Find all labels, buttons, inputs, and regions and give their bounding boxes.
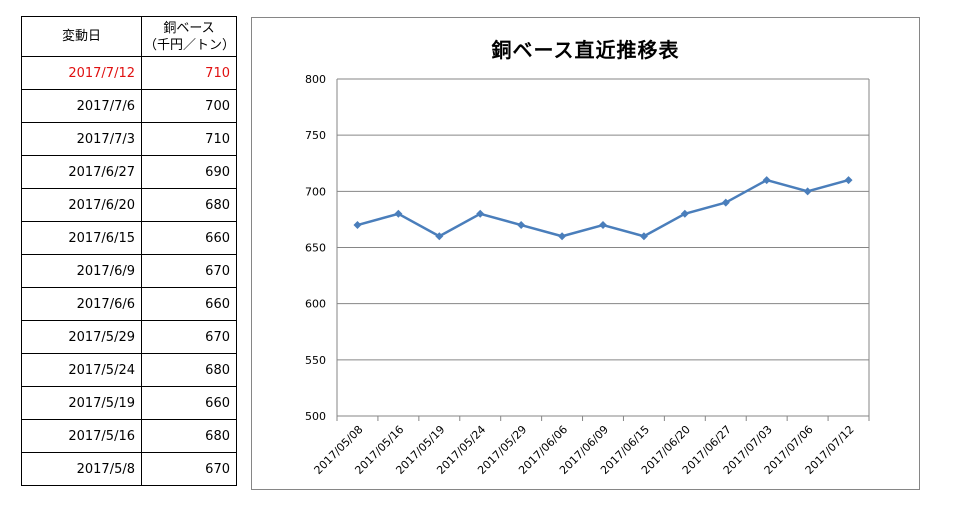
table-row: 2017/6/9 670 xyxy=(21,254,237,288)
data-point xyxy=(435,232,444,241)
data-point xyxy=(803,187,812,196)
y-tick-label: 800 xyxy=(305,73,326,86)
cell-value: 710 xyxy=(141,122,237,156)
table-row: 2017/5/16 680 xyxy=(21,419,237,453)
y-tick-label: 500 xyxy=(305,410,326,423)
table-row: 2017/6/20 680 xyxy=(21,188,237,222)
cell-value: 670 xyxy=(141,320,237,354)
y-tick-label: 700 xyxy=(305,185,326,198)
cell-date: 2017/5/8 xyxy=(21,452,142,486)
cell-value: 660 xyxy=(141,287,237,321)
table-row: 2017/6/27 690 xyxy=(21,155,237,189)
y-tick-label: 600 xyxy=(305,298,326,311)
table-header-row: 変動日 銅ベース （千円／トン） xyxy=(21,16,237,57)
y-tick-label: 550 xyxy=(305,354,326,367)
cell-date: 2017/6/15 xyxy=(21,221,142,255)
cell-date: 2017/5/24 xyxy=(21,353,142,387)
cell-value: 660 xyxy=(141,221,237,255)
cell-value: 680 xyxy=(141,188,237,222)
copper-base-table: 変動日 銅ベース （千円／トン） 2017/7/12 710 2017/7/6 700… xyxy=(21,16,237,486)
cell-date: 2017/6/27 xyxy=(21,155,142,189)
header-value-line1: 銅ベース xyxy=(163,20,215,36)
data-point xyxy=(353,221,362,230)
cell-value: 660 xyxy=(141,386,237,420)
line-chart: 5005506006507007508002017/05/082017/05/1… xyxy=(305,73,870,477)
cell-date: 2017/5/19 xyxy=(21,386,142,420)
data-point xyxy=(476,209,485,218)
header-value-line2: （千円／トン） xyxy=(144,37,236,53)
cell-date: 2017/5/29 xyxy=(21,320,142,354)
cell-value: 710 xyxy=(141,56,237,90)
data-point xyxy=(721,198,730,207)
cell-date: 2017/7/3 xyxy=(21,122,142,156)
table-row: 2017/7/12 710 xyxy=(21,56,237,90)
cell-value: 700 xyxy=(141,89,237,123)
header-value: 銅ベース （千円／トン） xyxy=(141,16,237,57)
cell-date: 2017/6/9 xyxy=(21,254,142,288)
cell-value: 680 xyxy=(141,419,237,453)
cell-date: 2017/7/12 xyxy=(21,56,142,90)
data-point xyxy=(639,232,648,241)
y-tick-label: 650 xyxy=(305,242,326,255)
table-row: 2017/6/6 660 xyxy=(21,287,237,321)
cell-value: 690 xyxy=(141,155,237,189)
cell-value: 680 xyxy=(141,353,237,387)
cell-date: 2017/7/6 xyxy=(21,89,142,123)
cell-date: 2017/5/16 xyxy=(21,419,142,453)
data-point xyxy=(517,221,526,230)
table-row: 2017/5/29 670 xyxy=(21,320,237,354)
chart-area: 銅ベース直近推移表 xyxy=(251,17,920,490)
table-row: 2017/6/15 660 xyxy=(21,221,237,255)
data-point xyxy=(762,176,771,185)
header-date: 変動日 xyxy=(21,16,142,57)
cell-value: 670 xyxy=(141,254,237,288)
data-point xyxy=(844,176,853,185)
table-row: 2017/5/8 670 xyxy=(21,452,237,486)
cell-value: 670 xyxy=(141,452,237,486)
data-point xyxy=(558,232,567,241)
data-point xyxy=(599,221,607,230)
table-row: 2017/7/3 710 xyxy=(21,122,237,156)
cell-date: 2017/6/6 xyxy=(21,287,142,321)
data-point xyxy=(680,209,689,218)
table-row: 2017/5/24 680 xyxy=(21,353,237,387)
table-row: 2017/7/6 700 xyxy=(21,89,237,123)
table-row: 2017/5/19 660 xyxy=(21,386,237,420)
cell-date: 2017/6/20 xyxy=(21,188,142,222)
chart-title: 銅ベース直近推移表 xyxy=(491,38,680,62)
data-point xyxy=(394,209,403,218)
y-tick-label: 750 xyxy=(305,129,326,142)
